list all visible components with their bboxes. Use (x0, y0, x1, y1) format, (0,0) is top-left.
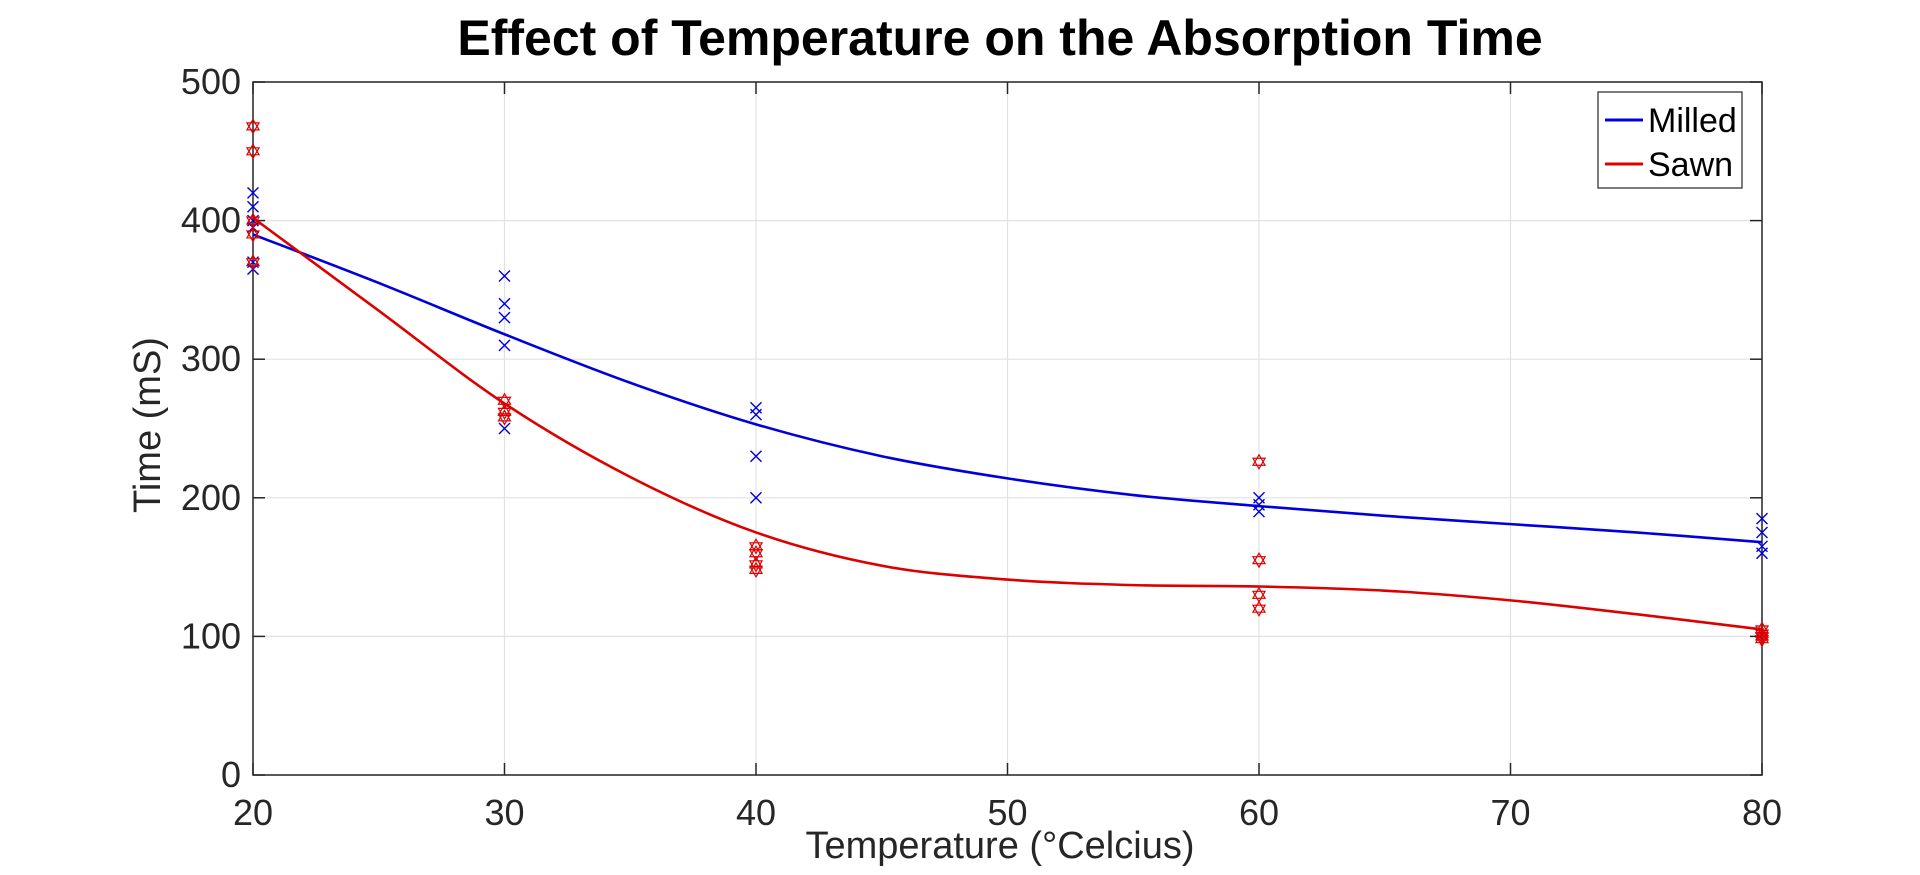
data-point-milled (1253, 505, 1265, 518)
x-tick-label: 40 (736, 792, 776, 833)
x-tick-labels: 20 30 40 50 60 70 80 (233, 792, 1782, 833)
data-point-sawn (1251, 586, 1267, 604)
data-point-sawn (748, 561, 764, 579)
axis-ticks (252, 81, 1763, 776)
data-point-sawn (1251, 551, 1267, 569)
series-layer (245, 118, 1770, 648)
y-tick-label: 400 (181, 200, 241, 241)
data-point-milled (498, 270, 511, 283)
x-tick-label: 60 (1239, 792, 1279, 833)
y-tick-label: 0 (221, 754, 241, 795)
data-point-milled (498, 339, 511, 352)
x-tick-label: 70 (1490, 792, 1530, 833)
y-tick-label: 100 (181, 615, 241, 656)
data-point-sawn (245, 253, 261, 271)
y-tick-label: 500 (181, 61, 241, 102)
data-point-milled (498, 422, 511, 435)
data-point-sawn (245, 143, 261, 160)
data-point-sawn (245, 212, 261, 229)
y-axis-title: Time (mS) (127, 337, 169, 513)
data-point-sawn (1754, 630, 1770, 648)
data-point-milled (247, 186, 259, 199)
x-tick-label: 50 (987, 792, 1027, 833)
data-point-sawn (245, 118, 261, 135)
data-point-milled (1756, 526, 1768, 539)
data-point-sawn (1251, 453, 1267, 470)
x-tick-label: 30 (484, 792, 524, 833)
data-point-milled (1756, 512, 1768, 525)
fit-line-milled (252, 233, 1763, 544)
x-axis-title: Temperature (°Celcius) (806, 825, 1195, 867)
data-point-milled (750, 408, 762, 421)
data-point-milled (498, 297, 511, 310)
legend-box (1597, 91, 1743, 189)
data-point-milled (1756, 547, 1768, 560)
series-sawn (245, 118, 1770, 648)
chart-title: Effect of Temperature on the Absorption … (457, 10, 1542, 66)
legend: Milled Sawn (1597, 91, 1743, 189)
data-point-sawn (1251, 600, 1267, 617)
x-tick-label: 80 (1742, 792, 1782, 833)
legend-label-sawn: Sawn (1648, 146, 1733, 184)
x-tick-label: 20 (233, 792, 273, 833)
y-tick-label: 200 (181, 477, 241, 518)
y-tick-label: 300 (181, 338, 241, 379)
data-point-milled (750, 450, 762, 463)
data-point-sawn (497, 409, 512, 426)
y-tick-labels: 0 100 200 300 400 500 (181, 61, 241, 795)
data-point-milled (498, 311, 511, 324)
data-point-milled (247, 200, 259, 213)
data-point-sawn (245, 226, 261, 243)
data-point-milled (750, 491, 762, 504)
legend-label-milled: Milled (1648, 102, 1737, 140)
